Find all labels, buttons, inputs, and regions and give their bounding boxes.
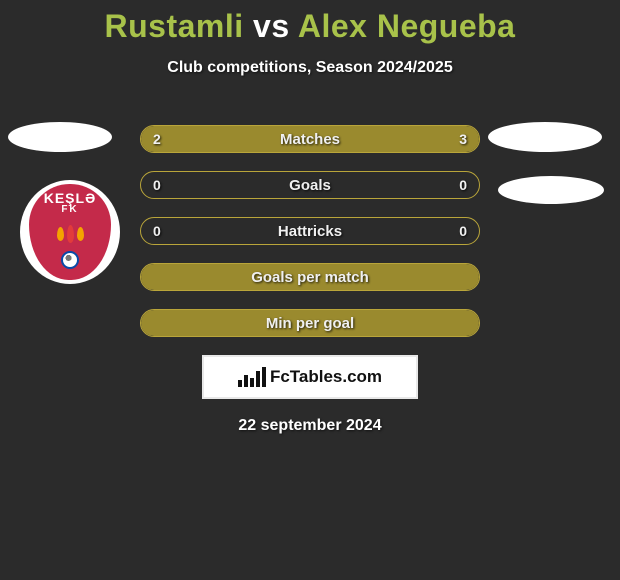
subtitle: Club competitions, Season 2024/2025 [0,59,620,77]
stat-row-goals: Goals0 0 [140,171,480,199]
brand-text: FcTables.com [270,367,382,387]
stat-value-left: 0 [153,218,161,244]
stat-value-right: 0 [459,172,467,198]
vs-text: vs [253,8,290,44]
club-badge: KEŞLƏ FK [20,180,120,284]
blob-3 [498,176,604,204]
player1-name: Rustamli [105,8,244,44]
stat-row-min-per-goal: Min per goal [140,309,480,337]
stat-value-right: 0 [459,218,467,244]
brand-box[interactable]: FcTables.com [202,355,418,399]
stats-container: Matches23Goals00Hattricks00Goals per mat… [140,125,480,337]
club-badge-inner: KEŞLƏ FK [29,184,111,280]
page-title: Rustamli vs Alex Negueba [0,0,620,45]
stat-value-left: 0 [153,172,161,198]
stat-row-goals-per-match: Goals per match [140,263,480,291]
date-line: 22 september 2024 [0,417,620,435]
stat-row-matches: Matches2 3 [140,125,480,153]
flame-icon [50,219,90,249]
stat-label: Hattricks [141,218,479,244]
stat-label: Min per goal [141,310,479,336]
stat-label: Matches [141,126,479,152]
player2-name: Alex Negueba [298,8,516,44]
stat-value-left: 2 [153,126,161,152]
soccer-ball-icon [61,251,79,269]
blob-2 [488,122,602,152]
stat-label: Goals per match [141,264,479,290]
blob-1 [8,122,112,152]
stat-row-hattricks: Hattricks0 0 [140,217,480,245]
stat-value-right: 3 [459,126,467,152]
club-subname: FK [61,204,78,215]
bars-chart-icon [238,367,266,387]
stat-label: Goals [141,172,479,198]
